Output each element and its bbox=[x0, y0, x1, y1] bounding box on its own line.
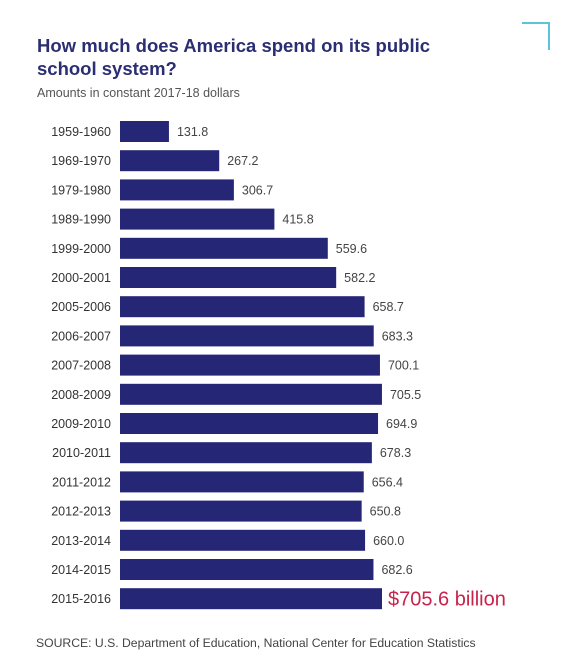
category-label: 2010-2011 bbox=[52, 446, 111, 460]
category-label: 1959-1960 bbox=[51, 125, 111, 139]
value-label: 559.6 bbox=[336, 242, 367, 256]
value-label: 660.0 bbox=[373, 534, 404, 548]
value-label: 705.5 bbox=[390, 388, 421, 402]
bar bbox=[120, 237, 328, 259]
category-label: 2008-2009 bbox=[51, 388, 111, 402]
category-label: 2012-2013 bbox=[51, 505, 111, 519]
value-label: 678.3 bbox=[380, 446, 411, 460]
category-label: 2013-2014 bbox=[51, 534, 111, 548]
bar bbox=[120, 500, 362, 522]
category-label: 2015-2016 bbox=[51, 592, 111, 606]
value-label: 658.7 bbox=[373, 300, 404, 314]
category-label: 1989-1990 bbox=[51, 213, 111, 227]
category-label: 2007-2008 bbox=[51, 359, 111, 373]
bar bbox=[120, 471, 364, 493]
bar bbox=[120, 325, 374, 347]
highlight-value-label: $705.6 billion bbox=[388, 589, 506, 611]
bar bbox=[120, 559, 374, 580]
source-note: SOURCE: U.S. Department of Education, Na… bbox=[36, 636, 476, 650]
category-label: 2011-2012 bbox=[52, 475, 111, 489]
bar bbox=[120, 383, 382, 405]
value-label: 656.4 bbox=[372, 475, 403, 489]
category-label: 2000-2001 bbox=[51, 271, 111, 285]
value-label: 683.3 bbox=[382, 329, 413, 343]
value-label: 682.6 bbox=[381, 563, 412, 577]
bar bbox=[120, 150, 220, 172]
bar bbox=[120, 208, 275, 230]
category-label: 1979-1980 bbox=[51, 183, 111, 197]
chart-subtitle: Amounts in constant 2017-18 dollars bbox=[37, 86, 240, 100]
value-label: 694.9 bbox=[386, 417, 417, 431]
category-label: 2005-2006 bbox=[51, 300, 111, 314]
category-label: 2009-2010 bbox=[51, 417, 111, 431]
bar-chart: 1959-1960 131.8 1969-1970 267.2 1979-1980 306… bbox=[51, 121, 506, 611]
value-label: 131.8 bbox=[177, 125, 208, 139]
bar bbox=[120, 296, 365, 318]
bar bbox=[120, 442, 372, 464]
value-label: 650.8 bbox=[370, 505, 401, 519]
category-label: 1969-1970 bbox=[51, 154, 111, 168]
bar bbox=[120, 529, 366, 551]
value-label: 700.1 bbox=[388, 359, 419, 373]
category-label: 2006-2007 bbox=[51, 329, 111, 343]
category-label: 1999-2000 bbox=[51, 242, 111, 256]
bar bbox=[120, 354, 380, 376]
value-label: 306.7 bbox=[242, 183, 273, 197]
bar bbox=[120, 413, 379, 434]
bar bbox=[120, 179, 234, 201]
value-label: 415.8 bbox=[282, 213, 313, 227]
value-label: 267.2 bbox=[227, 154, 258, 168]
chart-title: How much does America spend on its publi… bbox=[37, 35, 431, 79]
bar bbox=[120, 267, 337, 288]
bar bbox=[120, 588, 382, 610]
value-label: 582.2 bbox=[344, 271, 375, 285]
category-label: 2014-2015 bbox=[51, 563, 111, 577]
corner-accent bbox=[522, 22, 550, 50]
bar bbox=[120, 121, 169, 142]
